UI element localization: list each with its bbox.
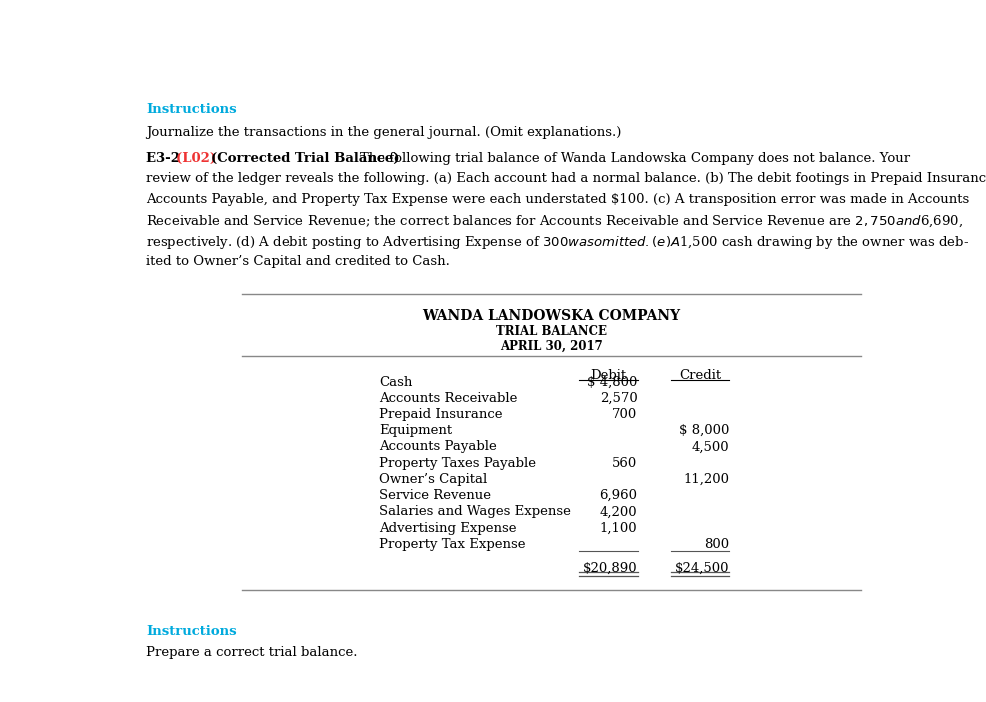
Text: ited to Owner’s Capital and credited to Cash.: ited to Owner’s Capital and credited to … (146, 255, 450, 267)
Text: Equipment: Equipment (380, 424, 453, 437)
Text: Service Revenue: Service Revenue (380, 489, 491, 502)
Text: (L02): (L02) (176, 152, 221, 165)
Text: WANDA LANDOWSKA COMPANY: WANDA LANDOWSKA COMPANY (422, 309, 680, 323)
Text: Owner’s Capital: Owner’s Capital (380, 473, 487, 486)
Text: Credit: Credit (679, 369, 721, 382)
Text: 4,200: 4,200 (599, 505, 638, 518)
Text: $ 4,800: $ 4,800 (587, 376, 638, 389)
Text: Cash: Cash (380, 376, 412, 389)
Text: Accounts Payable: Accounts Payable (380, 440, 497, 453)
Text: 700: 700 (612, 408, 638, 421)
Text: The following trial balance of Wanda Landowska Company does not balance. Your: The following trial balance of Wanda Lan… (361, 152, 911, 165)
Text: Salaries and Wages Expense: Salaries and Wages Expense (380, 505, 571, 518)
Text: 800: 800 (704, 538, 730, 551)
Text: TRIAL BALANCE: TRIAL BALANCE (496, 325, 606, 338)
Text: 6,960: 6,960 (599, 489, 638, 502)
Text: Prepare a correct trial balance.: Prepare a correct trial balance. (146, 647, 358, 659)
Text: 11,200: 11,200 (683, 473, 730, 486)
Text: Instructions: Instructions (146, 103, 237, 116)
Text: 560: 560 (612, 457, 638, 470)
Text: Property Tax Expense: Property Tax Expense (380, 538, 526, 551)
Text: $ 8,000: $ 8,000 (678, 424, 730, 437)
Text: $24,500: $24,500 (674, 562, 730, 574)
Text: Property Taxes Payable: Property Taxes Payable (380, 457, 536, 470)
Text: respectively. (d) A debit posting to Advertising Expense of $300 was omitted. (e: respectively. (d) A debit posting to Adv… (146, 234, 969, 251)
Text: 4,500: 4,500 (691, 440, 730, 453)
Text: Journalize the transactions in the general journal. (Omit explanations.): Journalize the transactions in the gener… (146, 126, 621, 139)
Text: 2,570: 2,570 (599, 392, 638, 405)
Text: Advertising Expense: Advertising Expense (380, 522, 517, 534)
Text: Instructions: Instructions (146, 625, 237, 638)
Text: $20,890: $20,890 (583, 562, 638, 574)
Text: Prepaid Insurance: Prepaid Insurance (380, 408, 503, 421)
Text: Receivable and Service Revenue; the correct balances for Accounts Receivable and: Receivable and Service Revenue; the corr… (146, 213, 963, 229)
Text: Accounts Payable, and Property Tax Expense were each understated $100. (c) A tra: Accounts Payable, and Property Tax Expen… (146, 193, 969, 206)
Text: Debit: Debit (591, 369, 626, 382)
Text: APRIL 30, 2017: APRIL 30, 2017 (500, 339, 602, 352)
Text: E3-2: E3-2 (146, 152, 184, 165)
Text: (Corrected Trial Balance): (Corrected Trial Balance) (211, 152, 404, 165)
Text: Accounts Receivable: Accounts Receivable (380, 392, 518, 405)
Text: 1,100: 1,100 (599, 522, 638, 534)
Text: review of the ledger reveals the following. (a) Each account had a normal balanc: review of the ledger reveals the followi… (146, 173, 986, 185)
